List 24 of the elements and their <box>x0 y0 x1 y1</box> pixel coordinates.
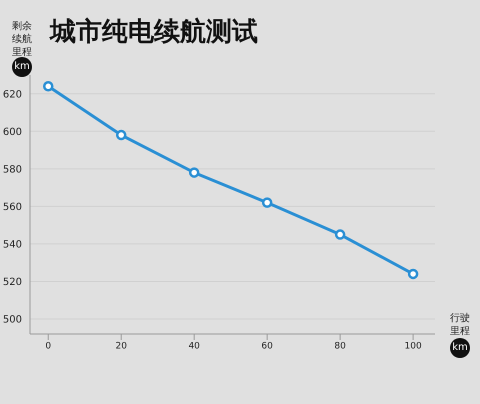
y-tick-label: 620 <box>2 89 22 100</box>
y-tick-label: 600 <box>2 126 22 138</box>
text: km <box>12 57 32 77</box>
x-tick-label: 20 <box>115 341 128 352</box>
x-tick-label: 100 <box>404 341 422 352</box>
point <box>334 229 346 240</box>
point <box>188 167 200 178</box>
y-tick-label: 580 <box>2 164 22 176</box>
point <box>408 268 418 280</box>
y-tick-label: 520 <box>2 277 22 288</box>
x-axis-title: 行驶里程 <box>449 312 471 338</box>
point <box>116 130 126 140</box>
point <box>262 197 272 208</box>
y-tick-label: 560 <box>2 202 22 213</box>
text: km <box>450 338 470 358</box>
x-tick-label: 40 <box>188 341 200 352</box>
x-tick-label: 80 <box>334 341 346 352</box>
y-tick-label: 540 <box>2 239 22 250</box>
y-axis-title: 剩余续航里程 <box>11 20 33 59</box>
y-tick-label: 500 <box>2 314 22 326</box>
x-tick-label: 0 <box>45 341 52 352</box>
x-tick-label: 60 <box>261 341 274 352</box>
chart-title: 城市纯电续航测试 <box>50 16 258 49</box>
point <box>42 81 54 92</box>
